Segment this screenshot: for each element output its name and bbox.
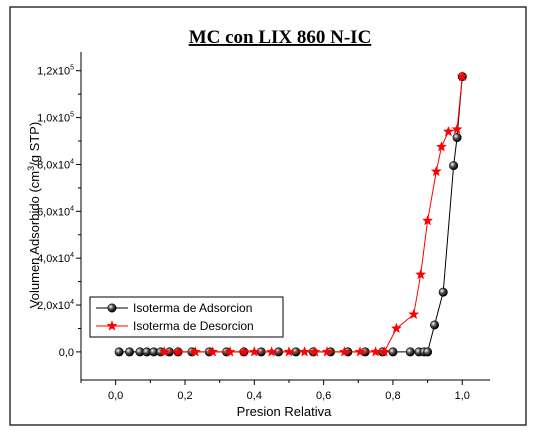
x-tick-label: 0,6 — [316, 390, 331, 402]
data-point — [415, 268, 427, 280]
legend-label: Isoterma de Adsorcion — [133, 301, 252, 315]
data-point — [248, 346, 260, 357]
data-point — [456, 70, 468, 82]
data-point — [224, 346, 236, 357]
data-point — [435, 141, 447, 152]
data-point — [338, 346, 350, 357]
y-axis-label: Volumen Adsorbido (cm3/g STP) — [26, 122, 42, 308]
data-point — [114, 347, 124, 357]
y-tick-label: 0,0 — [59, 347, 74, 359]
legend-entry: Isoterma de Desorcion — [96, 319, 254, 333]
data-point — [430, 320, 440, 330]
data-point — [452, 133, 462, 143]
data-point — [438, 287, 448, 297]
legend: Isoterma de Adsorcion Isoterma de Desorci… — [89, 296, 284, 338]
legend-marker — [107, 303, 117, 313]
data-point — [266, 346, 278, 357]
data-point — [388, 347, 398, 357]
data-point — [390, 322, 402, 334]
y-tick-label: 8,0x104 — [37, 158, 74, 171]
data-point — [125, 347, 135, 357]
y-tick-label: 2,0x104 — [37, 299, 74, 312]
data-point — [423, 347, 433, 357]
y-tick-label: 6,0x104 — [37, 205, 74, 218]
x-tick-label: 0,4 — [247, 390, 262, 402]
data-point — [451, 123, 463, 134]
data-point — [158, 346, 170, 357]
y-tick-label: 1,0x105 — [37, 112, 74, 125]
x-axis-label: Presion Relativa — [237, 404, 332, 419]
x-tick-label: 0,2 — [177, 390, 192, 402]
data-point — [449, 161, 459, 171]
data-point — [299, 346, 311, 357]
data-point — [283, 346, 295, 357]
data-point — [405, 347, 415, 357]
x-tick-label: 1,0 — [455, 390, 470, 402]
data-point — [172, 346, 184, 357]
data-point — [207, 346, 219, 357]
series-layer — [114, 70, 468, 357]
data-point — [354, 346, 366, 357]
data-point — [321, 346, 333, 357]
axes: 0,0 0,2 0,4 0,6 0,8 1,0 0,0 2,0x104 4,0x104 6,0x1… — [37, 52, 490, 402]
data-point — [189, 346, 201, 357]
x-tick-label: 0,0 — [108, 390, 123, 402]
series-2 — [158, 70, 468, 357]
data-point — [238, 346, 250, 357]
data-point — [370, 346, 382, 357]
legend-marker — [106, 320, 118, 331]
y-tick-label: 4,0x104 — [37, 252, 74, 265]
legend-entry: Isoterma de Adsorcion — [96, 301, 252, 315]
data-point — [442, 125, 454, 137]
x-tick-label: 0,8 — [385, 390, 400, 402]
data-point — [430, 165, 442, 177]
legend-box — [89, 296, 284, 338]
chart-title: MC con LIX 860 N-IC — [189, 27, 372, 48]
chart-frame — [9, 6, 527, 426]
data-point — [422, 214, 434, 226]
y-tick-label: 1,2x105 — [37, 65, 74, 78]
legend-label: Isoterma de Desorcion — [133, 319, 254, 333]
data-point — [309, 346, 321, 357]
data-point — [408, 308, 420, 320]
